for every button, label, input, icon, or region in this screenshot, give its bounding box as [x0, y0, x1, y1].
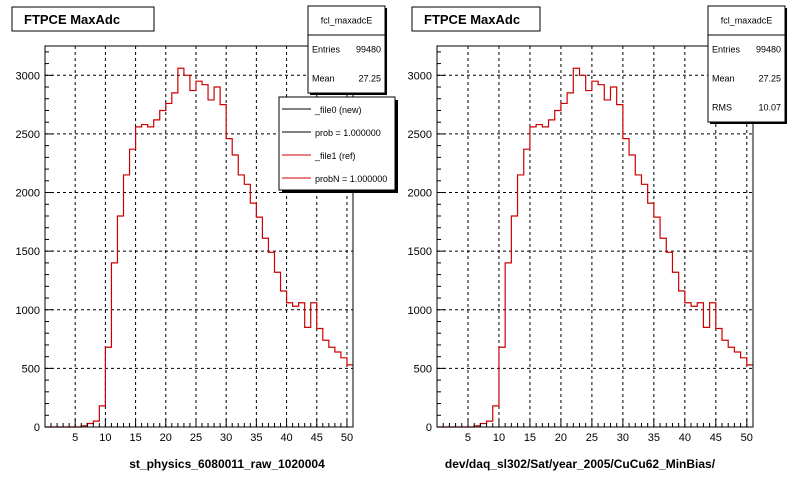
y-tick-label: 3000 [16, 70, 40, 82]
stats-label: Entries [712, 45, 741, 55]
x-tick-label: 30 [617, 432, 629, 444]
x-tick-label: 45 [710, 432, 722, 444]
x-tick-label: 25 [586, 432, 598, 444]
x-axis-title: dev/daq_sl302/Sat/year_2005/CuCu62_MinBi… [445, 457, 716, 471]
x-tick-label: 5 [465, 432, 471, 444]
histogram-series-line [45, 67, 353, 428]
y-tick-label: 2000 [408, 188, 432, 200]
stats-label: Mean [712, 74, 735, 84]
y-tick-label: 1000 [408, 305, 432, 317]
x-tick-label: 40 [280, 432, 292, 444]
stats-label: Mean [312, 74, 335, 84]
stats-histogram-name: fcl_maxadcE [721, 16, 773, 26]
legend-entry: prob = 1.000000 [315, 128, 381, 138]
legend-entry: probN = 1.000000 [315, 174, 387, 184]
y-tick-label: 0 [34, 422, 40, 434]
stats-box [307, 5, 386, 94]
stats-value: 10.07 [758, 103, 781, 113]
y-tick-label: 1000 [16, 305, 40, 317]
stats-histogram-name: fcl_maxadcE [321, 16, 373, 26]
legend-entry: _file1 (ref) [314, 151, 356, 161]
y-tick-label: 1500 [16, 246, 40, 258]
x-tick-label: 15 [129, 432, 141, 444]
x-tick-label: 20 [555, 432, 567, 444]
x-tick-label: 5 [72, 432, 78, 444]
y-tick-label: 0 [426, 422, 432, 434]
title-box [11, 6, 155, 32]
y-tick-label: 3000 [408, 70, 432, 82]
stats-box [707, 5, 786, 123]
y-tick-label: 2000 [16, 188, 40, 200]
chart-title: FTPCE MaxAdc [424, 12, 520, 27]
plot-frame [436, 45, 754, 428]
x-tick-label: 20 [160, 432, 172, 444]
legend-entry: _file0 (new) [314, 105, 362, 115]
x-tick-label: 50 [741, 432, 753, 444]
stats-value: 99480 [356, 45, 381, 55]
x-tick-label: 40 [679, 432, 691, 444]
stats-value: 99480 [756, 45, 781, 55]
x-tick-label: 25 [190, 432, 202, 444]
y-tick-label: 2500 [16, 129, 40, 141]
plot-frame [44, 45, 354, 428]
stats-value: 27.25 [758, 74, 781, 84]
x-tick-label: 10 [493, 432, 505, 444]
x-tick-label: 10 [99, 432, 111, 444]
y-tick-label: 2500 [408, 129, 432, 141]
stats-label: Entries [312, 45, 341, 55]
x-tick-label: 35 [250, 432, 262, 444]
x-axis-title: st_physics_6080011_raw_1020004 [129, 457, 325, 471]
stats-label: RMS [712, 103, 732, 113]
legend-box [278, 96, 396, 191]
histogram-pad-1: 5 10 15 20 25 30 35 40 45 50050010001500200025003… [11, 5, 398, 471]
chart-title: FTPCE MaxAdc [24, 12, 120, 27]
x-tick-label: 50 [341, 432, 353, 444]
x-tick-label: 35 [648, 432, 660, 444]
x-tick-label: 45 [311, 432, 323, 444]
x-tick-label: 15 [524, 432, 536, 444]
y-tick-label: 500 [22, 363, 40, 375]
histogram-pad-2: 5 10 15 20 25 30 35 40 45 50050010001500200025003… [408, 5, 787, 471]
histogram-series-line [437, 67, 753, 428]
y-tick-label: 500 [414, 363, 432, 375]
y-tick-label: 1500 [408, 246, 432, 258]
x-tick-label: 30 [220, 432, 232, 444]
stats-value: 27.25 [358, 74, 381, 84]
title-box [411, 6, 541, 32]
